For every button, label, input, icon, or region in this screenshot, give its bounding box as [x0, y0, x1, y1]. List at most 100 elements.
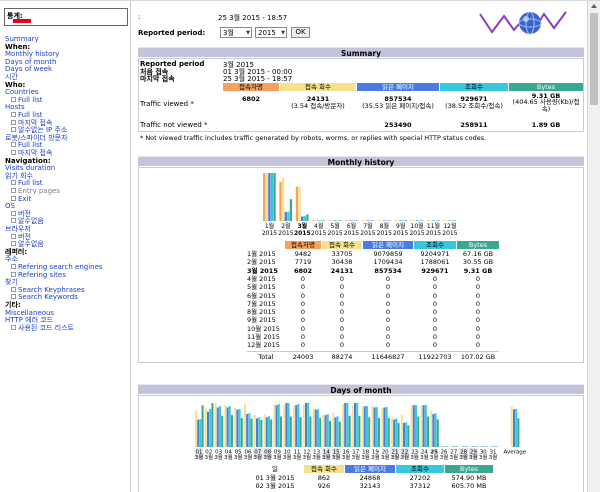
menu-item-label: 브라우저	[5, 225, 31, 233]
menu-item[interactable]: 버전	[11, 210, 31, 218]
viewed-visitors: 6802	[241, 95, 261, 103]
tree-node-icon	[11, 188, 16, 193]
days-tick-month: 3월	[381, 453, 390, 460]
menu-item[interactable]: 알수없는 IP 주소	[11, 126, 67, 134]
days-bar	[479, 446, 482, 447]
days-bar	[378, 417, 380, 447]
menu-item[interactable]: Full list	[11, 96, 42, 104]
days-tick-label: 23	[411, 450, 418, 456]
days-bar	[346, 403, 349, 447]
days-bar	[228, 406, 231, 447]
menu-item[interactable]: Refering search engines	[11, 263, 103, 271]
monthly-visitors-cell: 0	[300, 299, 306, 308]
days-bar	[485, 446, 488, 447]
menu-item[interactable]: HTTP 에러 코드	[5, 316, 53, 324]
menu-item-label: 주소	[5, 255, 18, 264]
menu-item-label: Entry pages	[18, 187, 60, 195]
menu-item[interactable]: Countries	[5, 88, 39, 96]
days-bar	[395, 418, 398, 447]
menu-item[interactable]: Exit	[11, 195, 31, 203]
menu-item: Navigation:	[5, 157, 51, 165]
monthly-bar	[287, 211, 290, 221]
menu-item[interactable]: Entry pages	[11, 187, 60, 195]
menu-item[interactable]: 알수없음	[11, 240, 44, 248]
menu-item[interactable]: Hosts	[5, 103, 25, 111]
days-tick-label: 17	[352, 450, 359, 456]
monthly-tick-year: 2015	[409, 230, 424, 237]
monthly-visits-cell: 0	[339, 308, 345, 317]
days-tick-label: 19	[372, 450, 379, 456]
menu-item[interactable]: 찾기	[5, 278, 18, 286]
days-bar	[442, 446, 445, 447]
menu-item[interactable]: 마지막 접속	[11, 119, 52, 127]
menu-item[interactable]: Days of week	[5, 65, 52, 73]
monthly-bar	[394, 220, 397, 221]
days-tick-month: 3월	[420, 453, 429, 460]
scroll-up-arrow-icon[interactable]	[591, 4, 597, 8]
summary-last-value: 25 3월 2015 - 18:57	[223, 75, 293, 83]
menu-item[interactable]: 주소	[5, 255, 18, 263]
ok-button[interactable]: OK	[291, 27, 310, 38]
menu-item[interactable]: 로봇/스파이더 방문자	[5, 134, 68, 142]
site-header-box: 통계:	[4, 8, 128, 26]
menu-item[interactable]: Full list	[11, 111, 42, 119]
menu-item-label: 버전	[18, 209, 31, 218]
monthly-hits-cell: 0	[432, 316, 438, 325]
menu-item[interactable]: Summary	[5, 35, 39, 43]
month-select[interactable]: 3월 ▼	[220, 27, 252, 38]
menu-item[interactable]: Monthly history	[5, 50, 59, 58]
days-bar	[417, 416, 420, 447]
days-bar	[348, 415, 351, 447]
menu-item[interactable]: 알수없음	[11, 217, 44, 225]
days-bar	[297, 404, 300, 447]
days-average-bar	[515, 408, 518, 447]
days-col-visits: 접속 회수	[304, 465, 344, 473]
days-tick-month: 3월	[450, 453, 459, 460]
monthly-title: Monthly history	[327, 158, 395, 167]
menu-item[interactable]: 시간	[5, 73, 18, 81]
days-tick-month: 3월	[352, 453, 361, 460]
days-tick-month: 3월	[283, 453, 292, 460]
year-select[interactable]: 2015 ▼	[255, 27, 287, 38]
menu-item[interactable]: Search Keyphrases	[11, 286, 85, 294]
days-col-bytes: Bytes	[445, 465, 493, 473]
monthly-bar	[306, 214, 309, 221]
monthly-bar	[273, 173, 276, 221]
awstats-logo-icon	[479, 11, 567, 35]
menu-item[interactable]: Miscellaneous	[5, 309, 54, 317]
menu-item[interactable]: 사용된 코드 리스트	[11, 324, 74, 332]
days-bar	[476, 446, 478, 447]
monthly-tick-label: 8월	[380, 222, 389, 230]
menu-item[interactable]: 버전	[11, 233, 31, 241]
monthly-bar	[263, 173, 266, 221]
menu-item[interactable]: Full list	[11, 179, 42, 187]
days-tick-label: 04	[225, 450, 232, 456]
menu-item-label: HTTP 에러 코드	[5, 316, 54, 325]
scrollbar-thumb[interactable]	[590, 13, 598, 105]
days-bar	[391, 417, 393, 447]
tree-node-icon	[11, 96, 16, 102]
days-bar	[446, 446, 449, 447]
days-bar	[270, 419, 273, 447]
menu-item-label: Search Keyphrases	[18, 285, 85, 294]
tree-node-icon	[11, 218, 16, 224]
menu-item[interactable]: Search Keywords	[11, 293, 78, 301]
menu-item[interactable]: Refering sites	[11, 271, 66, 279]
days-tick-month: 3월	[195, 453, 204, 460]
monthly-bar	[446, 220, 449, 221]
menu-item[interactable]: 브라우저	[5, 225, 31, 233]
menu-item[interactable]: OS	[5, 202, 15, 210]
monthly-visits-cell: 33705	[331, 250, 353, 258]
days-bar	[436, 419, 439, 447]
days-bar	[258, 417, 261, 447]
menu-item[interactable]: 마지막 접속	[11, 149, 52, 157]
menu-item-label: Miscellaneous	[5, 308, 55, 317]
monthly-bar	[282, 177, 285, 221]
menu-item[interactable]: Days of month	[5, 58, 56, 66]
vertical-scrollbar[interactable]	[587, 1, 600, 492]
menu-item[interactable]: 읽기 회수	[5, 172, 33, 180]
col-pages: 읽은 페이지	[357, 83, 439, 91]
menu-item[interactable]: Visits duration	[5, 164, 55, 172]
menu-item[interactable]: Full list	[11, 141, 42, 149]
